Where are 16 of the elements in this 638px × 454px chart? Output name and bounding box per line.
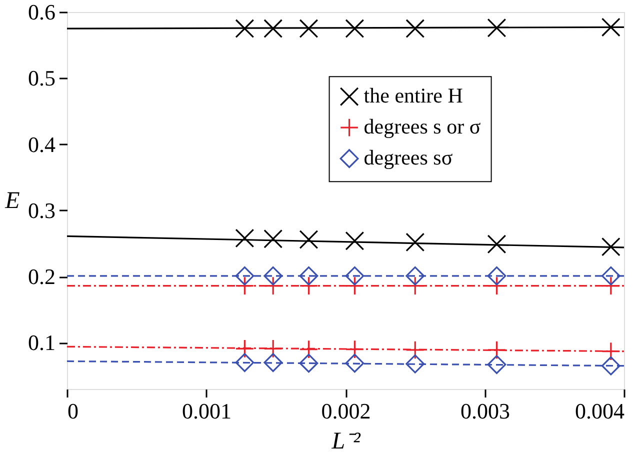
y-tick-label: 0.2 [28,264,56,290]
y-tick-label: 0.6 [28,0,56,24]
y-tick-label: 0.3 [28,198,56,223]
x-tick-label: 0.003 [460,398,510,424]
y-tick-label: 0.4 [28,132,56,157]
x-tick-label: 0.002 [321,398,371,424]
x-tick-label: 0.004 [575,398,624,424]
y-tick-label: 0.5 [28,66,56,91]
y-axis-title: E [4,188,20,214]
legend-label: degrees s or σ [364,114,481,139]
x-tick-label: 0.001 [182,398,232,424]
legend-label: degrees sσ [364,146,453,170]
legend-label: the entire H [364,84,463,108]
y-tick-label: 0.1 [28,330,56,356]
x-axis-title: L⁻² [330,428,362,454]
x-tick-label: 0 [68,398,78,424]
